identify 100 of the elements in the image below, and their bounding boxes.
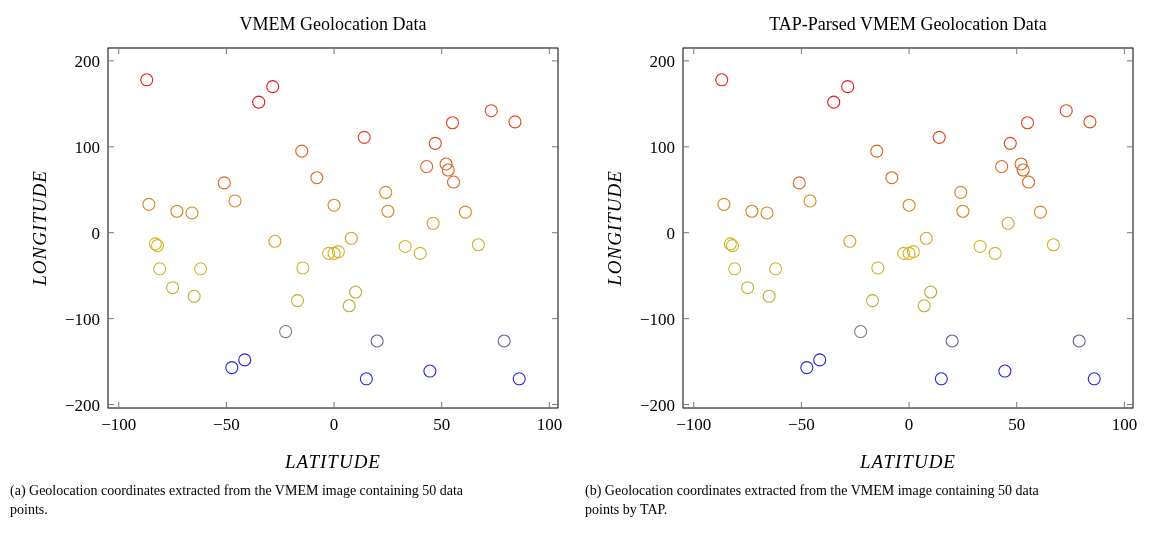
point xyxy=(439,157,453,171)
point xyxy=(344,231,358,245)
point xyxy=(998,364,1012,378)
point xyxy=(1003,136,1017,150)
point xyxy=(142,197,156,211)
point xyxy=(870,144,884,158)
point xyxy=(717,197,731,211)
point xyxy=(728,262,742,276)
x-tick-label: −50 xyxy=(788,415,815,434)
y-tick-label: −100 xyxy=(64,309,100,329)
point xyxy=(349,285,363,299)
point xyxy=(917,299,931,313)
point xyxy=(919,231,933,245)
y-axis-title: LONGITUDE xyxy=(604,170,625,287)
point xyxy=(296,261,310,275)
point xyxy=(447,175,461,189)
x-tick-label: 100 xyxy=(1111,415,1138,434)
point xyxy=(1020,116,1035,130)
point xyxy=(934,372,948,386)
point xyxy=(185,206,199,220)
point xyxy=(170,204,184,218)
point xyxy=(1046,238,1060,252)
point xyxy=(813,353,827,367)
y-tick-label: 0 xyxy=(666,223,675,243)
point xyxy=(187,289,201,303)
point xyxy=(769,262,783,276)
y-axis-title: LONGITUDE xyxy=(29,170,50,287)
x-tick-label: 0 xyxy=(904,415,914,434)
x-tick-label: 0 xyxy=(329,415,339,434)
point xyxy=(1087,372,1101,386)
point xyxy=(381,204,395,218)
point xyxy=(228,194,242,208)
point xyxy=(885,171,899,185)
point xyxy=(252,95,266,109)
x-tick-label: 50 xyxy=(1008,415,1026,434)
y-tick-label: −200 xyxy=(64,395,100,415)
point xyxy=(995,160,1009,174)
point xyxy=(327,198,341,212)
point xyxy=(988,246,1002,260)
x-tick-label: −50 xyxy=(213,415,240,434)
point xyxy=(398,239,412,254)
point xyxy=(342,299,356,313)
point xyxy=(458,205,472,219)
point xyxy=(238,353,252,367)
point xyxy=(1014,157,1028,171)
point xyxy=(370,334,384,348)
point xyxy=(194,262,208,276)
y-tick-label: 200 xyxy=(649,51,675,71)
point xyxy=(902,198,916,212)
point xyxy=(497,334,511,348)
point xyxy=(1033,205,1047,219)
point xyxy=(854,324,868,339)
point xyxy=(322,246,336,260)
point xyxy=(792,176,806,190)
point xyxy=(471,238,485,252)
point xyxy=(357,130,371,144)
y-tick-label: 0 xyxy=(91,223,100,243)
point xyxy=(327,246,341,260)
point xyxy=(932,130,946,144)
point xyxy=(865,294,880,308)
point xyxy=(973,239,987,254)
point xyxy=(166,281,180,295)
point xyxy=(1016,163,1030,177)
point xyxy=(413,246,427,260)
x-axis-title: LATITUDE xyxy=(284,451,381,472)
text: (a) Geolocation coordinates extracted from the VMEM image containing 50 data points. xyxy=(10,483,464,517)
point xyxy=(508,115,522,129)
point xyxy=(906,245,920,259)
point xyxy=(140,73,154,87)
point xyxy=(871,261,885,275)
point xyxy=(945,334,959,348)
point xyxy=(902,246,916,260)
y-tick-label: 200 xyxy=(74,51,100,71)
point xyxy=(841,80,855,94)
point xyxy=(803,194,817,208)
point xyxy=(1059,104,1073,118)
point xyxy=(897,246,911,260)
point xyxy=(423,364,437,378)
point xyxy=(225,361,239,375)
point xyxy=(420,160,434,174)
point xyxy=(153,262,167,276)
point xyxy=(1001,216,1015,230)
point xyxy=(217,176,231,190)
point xyxy=(331,245,345,259)
point xyxy=(741,281,755,295)
point xyxy=(426,216,440,230)
y-tick-label: 100 xyxy=(649,137,675,157)
point xyxy=(484,104,498,118)
point xyxy=(1022,175,1036,189)
point xyxy=(956,204,970,218)
x-axis-title: LATITUDE xyxy=(859,451,956,472)
chart-title: TAP-Parsed VMEM Geolocation Data xyxy=(769,14,1047,34)
x-tick-label: 50 xyxy=(433,415,451,434)
point xyxy=(445,116,460,130)
point xyxy=(954,185,968,199)
y-tick-label: −200 xyxy=(639,395,675,415)
point xyxy=(1083,115,1097,129)
x-tick-label: −100 xyxy=(101,415,137,434)
x-tick-label: 100 xyxy=(536,415,563,434)
point xyxy=(843,234,857,248)
